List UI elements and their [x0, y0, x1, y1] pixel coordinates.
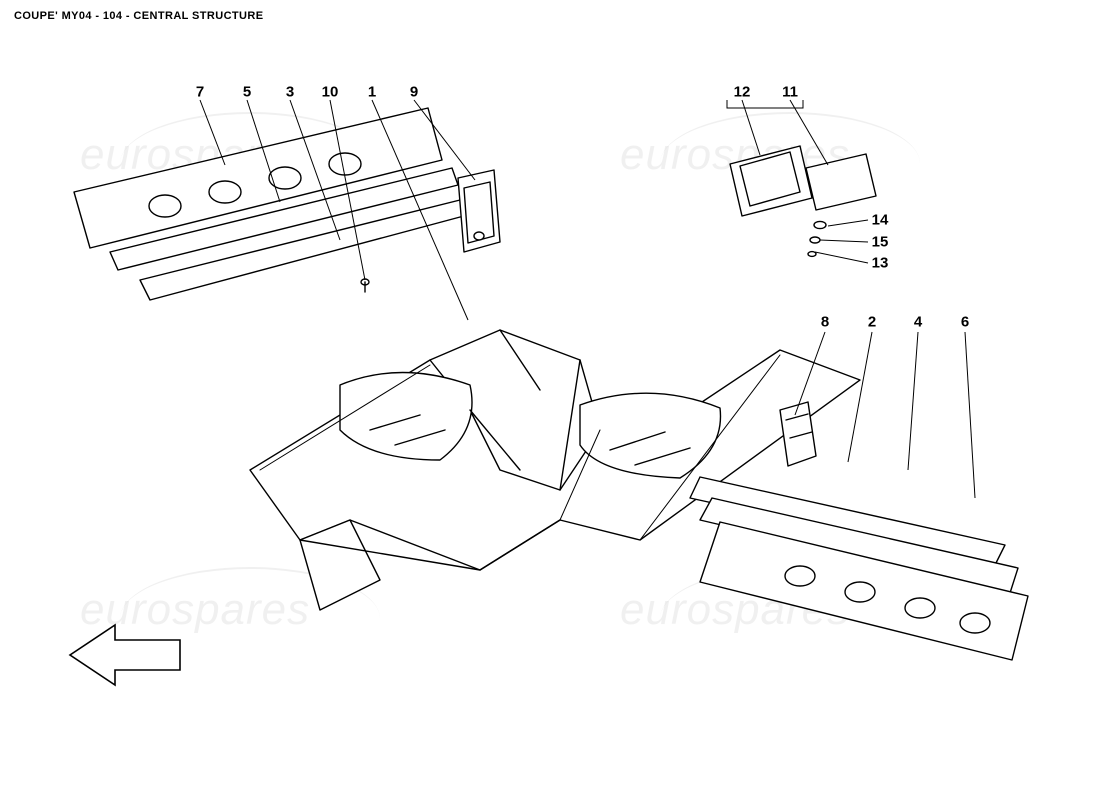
washer-15 [810, 237, 820, 243]
washer-14 [814, 221, 826, 228]
washer-13 [808, 252, 816, 257]
direction-arrow [70, 625, 180, 685]
callout-8: 8 [821, 314, 829, 331]
callout-4: 4 [914, 314, 922, 331]
callout-6: 6 [961, 314, 969, 331]
cover-11 [806, 154, 876, 210]
callout-11: 11 [782, 84, 798, 101]
callout-15: 15 [872, 234, 889, 251]
callout-5: 5 [243, 84, 251, 101]
callout-1: 1 [368, 84, 376, 101]
callout-7: 7 [196, 84, 204, 101]
callout-12: 12 [734, 84, 751, 101]
callout-9: 9 [410, 84, 418, 101]
callout-10: 10 [322, 84, 339, 101]
callout-2: 2 [868, 314, 876, 331]
callout-13: 13 [872, 255, 889, 272]
gasket-12 [730, 146, 812, 216]
callout-14: 14 [872, 212, 889, 229]
callout-3: 3 [286, 84, 294, 101]
exploded-diagram [0, 0, 1100, 800]
